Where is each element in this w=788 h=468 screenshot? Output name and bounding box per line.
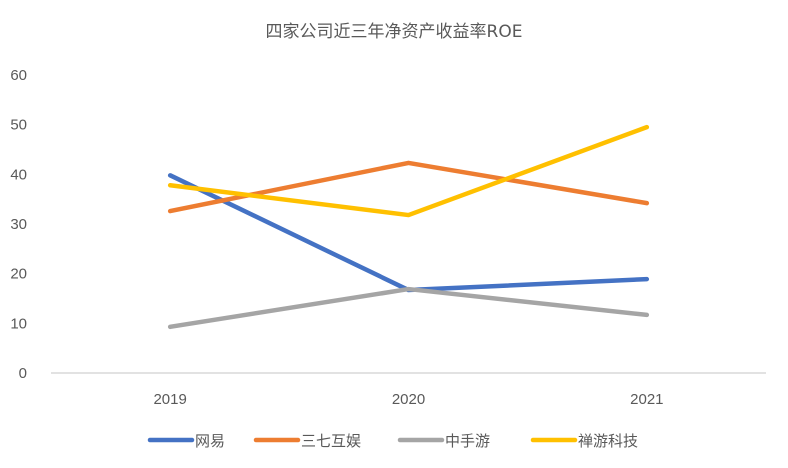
legend-label: 三七互娱 <box>301 432 361 450</box>
x-tick-label: 2021 <box>630 391 663 408</box>
y-tick-label: 10 <box>10 315 27 332</box>
legend-label: 中手游 <box>445 432 490 450</box>
y-tick-label: 30 <box>10 216 27 233</box>
series-line-2 <box>167 286 650 330</box>
y-tick-label: 40 <box>10 166 27 183</box>
legend-item[interactable]: 网易 <box>147 432 225 450</box>
y-tick-label: 0 <box>19 365 27 382</box>
legend: 网易 三七互娱 中手游 禅游科技 <box>147 432 638 450</box>
y-tick-label: 20 <box>10 266 27 283</box>
legend-label: 禅游科技 <box>578 432 638 450</box>
y-tick-label: 60 <box>10 67 27 84</box>
x-axis: 2019 2020 2021 <box>153 391 663 408</box>
y-axis: 0 10 20 30 40 50 60 <box>10 67 27 382</box>
legend-item[interactable]: 三七互娱 <box>253 432 361 450</box>
y-tick-label: 50 <box>10 117 27 134</box>
x-tick-label: 2020 <box>392 391 425 408</box>
legend-item[interactable]: 禅游科技 <box>530 432 638 450</box>
series-line-1 <box>167 160 650 214</box>
x-tick-label: 2019 <box>153 391 186 408</box>
series-line-3 <box>167 124 650 218</box>
chart-title: 四家公司近三年净资产收益率ROE <box>266 22 523 42</box>
legend-label: 网易 <box>195 432 225 450</box>
series-lines <box>167 124 650 330</box>
legend-item[interactable]: 中手游 <box>397 432 490 450</box>
